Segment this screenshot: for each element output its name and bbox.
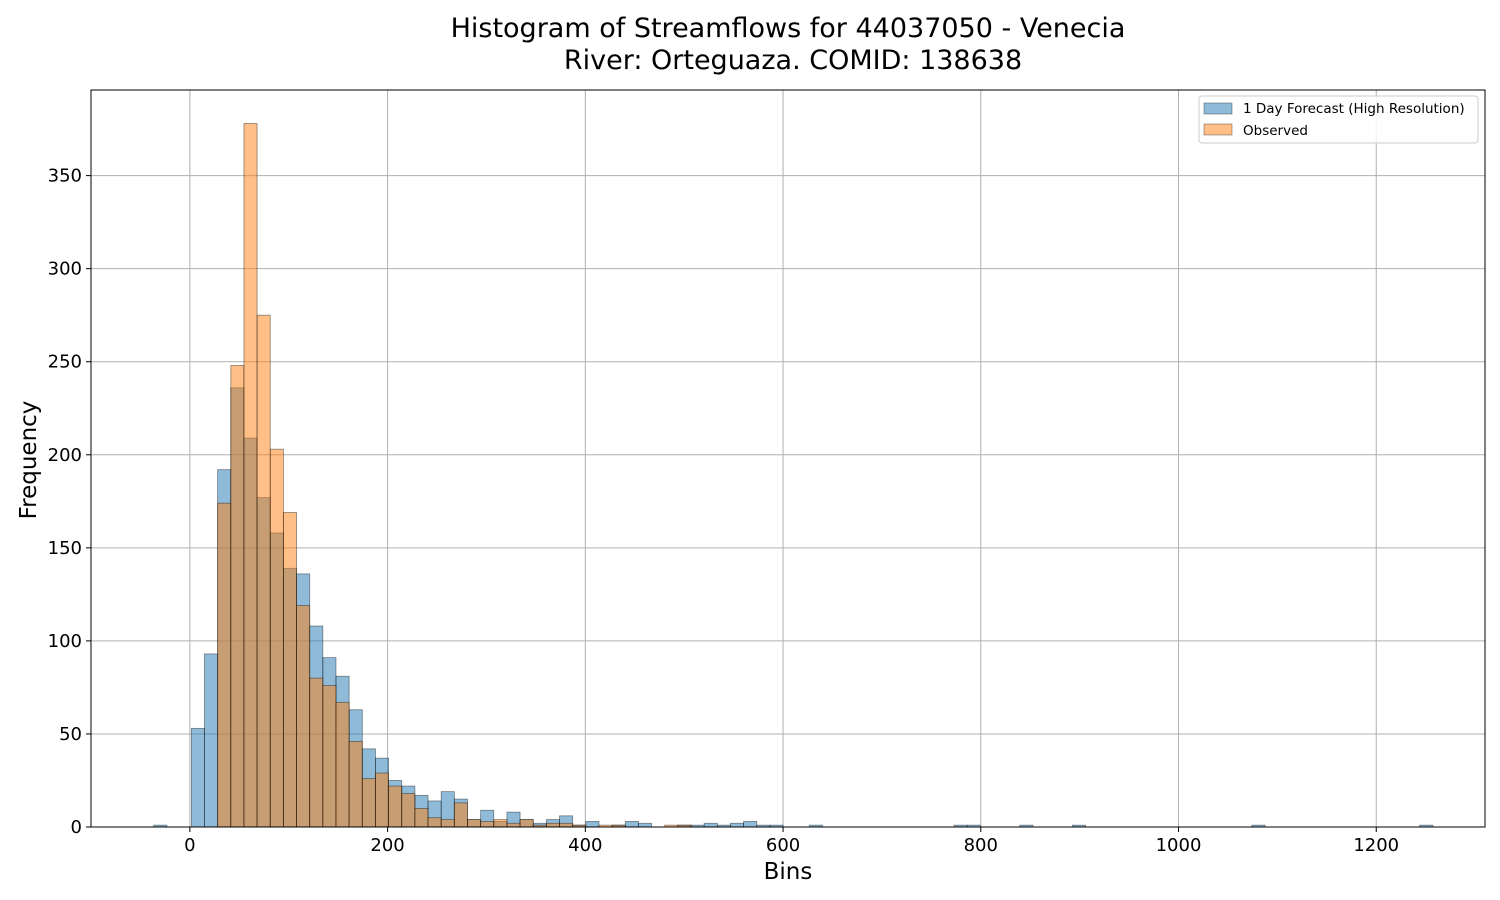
plot-frame: [90, 89, 1486, 828]
legend-label-forecast: 1 Day Forecast (High Resolution): [1243, 101, 1465, 117]
observed-bar: [414, 807, 429, 828]
observed-bar: [519, 819, 534, 828]
x-tick-label: 1000: [1156, 835, 1202, 856]
legend-swatch-observed: [1203, 123, 1233, 136]
x-axis-label: Bins: [764, 859, 813, 885]
observed-bar: [348, 740, 363, 828]
observed-bar: [480, 821, 495, 828]
x-tick-label: 400: [568, 835, 602, 856]
y-tick-label: 0: [71, 817, 82, 838]
forecast-bar: [743, 821, 758, 828]
observed-bar: [282, 512, 297, 828]
y-tick-label: 100: [48, 631, 82, 652]
observed-bar: [243, 123, 258, 828]
forecast-bar: [204, 653, 219, 828]
y-tick-label: 150: [48, 538, 82, 559]
observed-bar: [401, 793, 416, 828]
legend-frame: [1198, 95, 1479, 144]
observed-bar: [467, 819, 482, 828]
y-tick-label: 200: [48, 445, 82, 466]
chart-title-line-2: River: Orteguaza. COMID: 138638: [564, 45, 1022, 76]
observed-bar: [388, 785, 403, 828]
forecast-bar: [730, 822, 745, 828]
observed-bar: [256, 314, 271, 828]
x-tick-label: 0: [184, 835, 195, 856]
observed-bar: [322, 685, 337, 828]
observed-bar: [545, 822, 560, 828]
observed-bar: [361, 778, 376, 828]
forecast-bar: [585, 821, 600, 828]
observed-bar: [269, 448, 284, 828]
axes: [86, 89, 1486, 832]
observed-bar: [375, 772, 389, 828]
x-tick-label: 200: [370, 835, 404, 856]
forecast-bar: [638, 822, 652, 828]
observed-bar: [335, 701, 350, 828]
x-tick-label: 600: [766, 835, 800, 856]
observed-bar: [453, 802, 468, 828]
x-tick-label: 800: [964, 835, 998, 856]
y-tick-label: 250: [48, 352, 82, 373]
y-tick-label: 50: [59, 724, 82, 745]
legend-label-observed: Observed: [1243, 123, 1308, 139]
legend-swatch-forecast: [1203, 102, 1233, 115]
y-tick-label: 300: [48, 259, 82, 280]
observed-bar: [230, 365, 245, 828]
forecast-bar: [624, 821, 639, 828]
chart-title-line-1: Histogram of Streamflows for 44037050 - …: [451, 13, 1126, 44]
observed-bar: [309, 677, 324, 828]
observed-bar: [440, 819, 455, 828]
tick-labels: 0 200 400 600 800 1000 1200 0 50 100 150 200 250 300 3…: [48, 166, 1400, 856]
legend: 1 Day Forecast (High Resolution) Observe…: [1198, 95, 1479, 144]
observed-bar: [493, 819, 508, 828]
y-tick-label: 350: [48, 166, 82, 187]
x-tick-label: 1200: [1353, 835, 1399, 856]
y-axis-label: Frequency: [16, 401, 42, 520]
observed-bar: [506, 822, 521, 828]
observed-bar: [559, 822, 574, 828]
forecast-bar: [190, 727, 205, 828]
observed-bar: [427, 817, 442, 828]
observed-bar: [217, 502, 232, 828]
observed-bar: [296, 605, 311, 828]
forecast-bar: [703, 822, 718, 828]
